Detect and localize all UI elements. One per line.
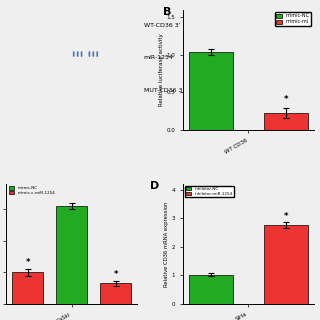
Bar <box>189 275 233 304</box>
Bar <box>100 284 131 304</box>
Text: WT-CD36 3’ UTR: WT-CD36 3’ UTR <box>144 23 195 28</box>
Legend: mimic-NC, mimic-mi: mimic-NC, mimic-mi <box>275 12 311 26</box>
Text: miR-1254: miR-1254 <box>144 55 173 60</box>
Text: *: * <box>114 270 118 279</box>
Text: *: * <box>284 212 288 221</box>
Bar <box>56 206 87 304</box>
Bar <box>264 113 308 130</box>
Text: *: * <box>284 95 288 104</box>
Y-axis label: Relative CD36 mRNA expression: Relative CD36 mRNA expression <box>164 201 169 287</box>
Bar <box>264 225 308 304</box>
Text: *: * <box>26 258 30 267</box>
Legend: inhibitor-NC, inhibitor-miR-1254: inhibitor-NC, inhibitor-miR-1254 <box>185 186 234 197</box>
Y-axis label: Relative luciferase activity: Relative luciferase activity <box>159 33 164 106</box>
Text: B: B <box>163 7 172 17</box>
Legend: mimic-NC, mimic-c-miR-1254: mimic-NC, mimic-c-miR-1254 <box>9 186 55 196</box>
Bar <box>189 52 233 130</box>
Text: D: D <box>150 181 159 191</box>
Text: MUT-CD36 3’ UTR: MUT-CD36 3’ UTR <box>144 88 199 92</box>
Bar <box>12 272 43 304</box>
